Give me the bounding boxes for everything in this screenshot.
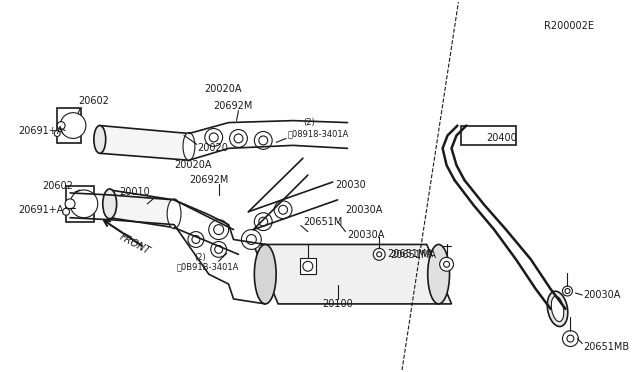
Ellipse shape [57,122,65,129]
Ellipse shape [377,252,381,257]
Ellipse shape [563,286,572,296]
Ellipse shape [567,335,574,342]
Ellipse shape [246,235,257,244]
Ellipse shape [94,126,106,153]
Text: 20400: 20400 [486,134,517,144]
Text: FRONT: FRONT [118,232,152,257]
Text: 20602: 20602 [42,181,73,191]
Polygon shape [66,186,94,222]
Ellipse shape [440,257,454,271]
Ellipse shape [183,132,195,160]
Ellipse shape [70,190,98,218]
Ellipse shape [563,331,579,346]
Text: 20030A: 20030A [348,230,385,240]
Text: ⓝ0B91B-3401A: ⓝ0B91B-3401A [177,263,239,272]
Ellipse shape [211,241,227,257]
Text: 20030: 20030 [335,180,366,190]
Text: 20692M: 20692M [214,101,253,111]
Polygon shape [100,126,189,160]
Text: 20020A: 20020A [174,160,212,170]
Text: R200002E: R200002E [543,22,594,32]
Ellipse shape [274,201,292,219]
Polygon shape [253,244,451,304]
Text: 20602: 20602 [78,96,109,106]
Text: (2): (2) [194,253,205,262]
Text: 20651M: 20651M [303,217,342,227]
Ellipse shape [254,132,272,149]
Ellipse shape [428,244,449,304]
Text: (2): (2) [303,118,315,127]
Polygon shape [461,126,516,145]
Text: 20651MA: 20651MA [387,249,433,259]
Text: 20020: 20020 [197,143,228,153]
Text: 20010: 20010 [120,187,150,197]
Ellipse shape [259,217,268,226]
Text: 20692M: 20692M [189,175,228,185]
Polygon shape [300,258,316,274]
Text: 20020A: 20020A [204,84,241,94]
Text: 20030A: 20030A [346,205,383,215]
Ellipse shape [54,131,60,137]
Ellipse shape [444,261,449,267]
Ellipse shape [254,244,276,304]
Ellipse shape [551,296,564,321]
Ellipse shape [209,133,218,142]
Ellipse shape [230,129,248,147]
Ellipse shape [188,232,204,247]
Polygon shape [109,190,174,228]
Ellipse shape [547,291,568,327]
Ellipse shape [373,248,385,260]
Ellipse shape [205,129,223,146]
Text: ⓝ08918-3401A: ⓝ08918-3401A [288,129,349,138]
Ellipse shape [192,235,200,243]
Text: 20691+A: 20691+A [19,205,64,215]
Ellipse shape [209,220,228,240]
Ellipse shape [241,230,261,249]
Ellipse shape [278,205,287,214]
Ellipse shape [254,213,272,231]
Ellipse shape [60,113,86,138]
Ellipse shape [214,225,223,235]
Text: 20691+A: 20691+A [19,125,64,135]
Ellipse shape [259,136,268,145]
Ellipse shape [103,189,116,219]
Ellipse shape [214,246,223,253]
Text: 20651MA: 20651MA [390,250,436,260]
Ellipse shape [63,208,70,215]
Ellipse shape [565,289,570,294]
Ellipse shape [303,261,313,271]
Ellipse shape [234,134,243,143]
Ellipse shape [65,199,75,209]
Text: 20030A: 20030A [583,290,621,300]
Polygon shape [57,108,81,143]
Ellipse shape [167,199,181,229]
Text: 20651MB: 20651MB [583,341,629,352]
Text: 20100: 20100 [322,299,353,309]
